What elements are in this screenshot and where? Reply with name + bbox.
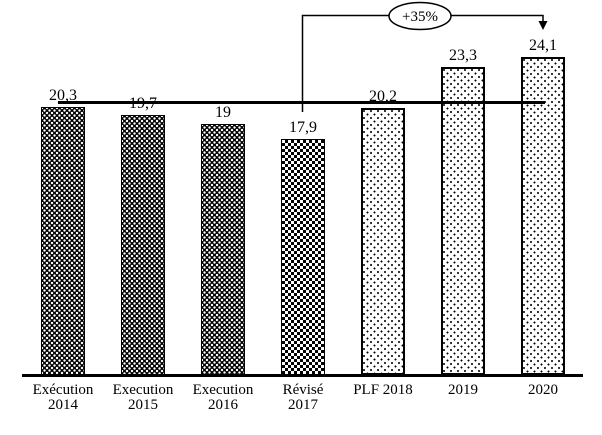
bar-value-label: 20,3 (49, 87, 77, 104)
bar-3 (201, 124, 245, 375)
annotation-ellipse (388, 1, 452, 31)
reference-line (58, 101, 545, 104)
category-label: 2019 (448, 382, 478, 398)
bar-2 (121, 115, 165, 375)
connector-elbow-line (301, 14, 544, 112)
bar-6 (441, 67, 485, 375)
bar-4 (281, 139, 325, 375)
category-label: PLF 2018 (353, 382, 413, 398)
category-label: Execution 2015 (112, 382, 174, 413)
x-axis-line (22, 374, 583, 377)
bar-value-label: 17,9 (289, 119, 317, 136)
arrow-down-icon (538, 21, 548, 30)
bar-value-label: 23,3 (449, 47, 477, 64)
bar-value-label: 24,1 (529, 37, 557, 54)
bar-value-label: 19 (215, 104, 231, 121)
bar-value-label: 19,7 (129, 96, 157, 112)
growth-annotation-label: +35% (402, 9, 438, 25)
category-label: 2020 (528, 382, 558, 398)
category-label: Execution 2016 (192, 382, 254, 413)
category-label: Exécution 2014 (32, 382, 94, 413)
bar-1 (41, 107, 85, 375)
category-label: Révisé 2017 (282, 382, 324, 413)
bar-5 (361, 108, 405, 375)
bar-7 (521, 57, 565, 375)
